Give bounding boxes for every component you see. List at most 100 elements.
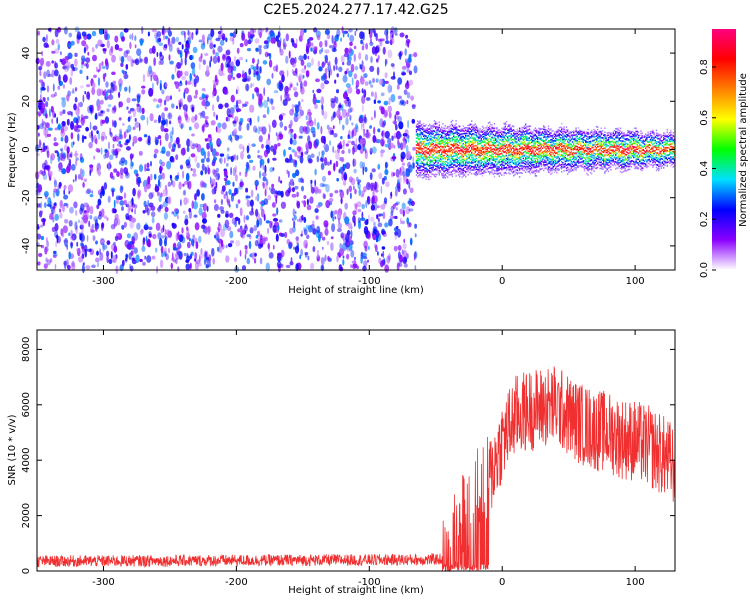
heatmap-noise-cell (391, 135, 394, 141)
heatmap-signal-cell (444, 130, 446, 133)
heatmap-signal-cell (487, 170, 490, 173)
heatmap-signal-cell (527, 132, 529, 135)
heatmap-noise-cell (69, 153, 73, 158)
heatmap-noise-cell (332, 125, 335, 130)
heatmap-noise-cell (211, 161, 216, 167)
heatmap-noise-cell (62, 152, 67, 160)
heatmap-signal-cell (486, 167, 488, 170)
heatmap-noise-cell (391, 34, 394, 38)
heatmap-signal-cell (531, 147, 533, 150)
heatmap-noise-cell (150, 173, 153, 181)
heatmap-noise-cell (212, 168, 216, 175)
heatmap-signal-cell (478, 156, 480, 159)
heatmap-signal-cell (429, 149, 431, 151)
heatmap-signal-cell (498, 138, 500, 141)
heatmap-signal-cell (487, 162, 490, 164)
heatmap-signal-cell (509, 168, 511, 170)
heatmap-signal-cell (419, 172, 421, 174)
heatmap-noise-cell (257, 58, 260, 65)
heatmap-signal-cell (441, 172, 443, 175)
heatmap-signal-cell (510, 126, 512, 129)
heatmap-noise-cell (340, 233, 344, 239)
heatmap-signal-cell (460, 145, 462, 148)
heatmap-signal-cell (528, 154, 530, 156)
heatmap-noise-cell (171, 74, 175, 80)
heatmap-signal-cell (459, 156, 461, 159)
heatmap-noise-cell (384, 264, 390, 273)
heatmap-signal-cell (423, 151, 425, 154)
heatmap-signal-cell (490, 171, 492, 173)
heatmap-noise-cell (159, 237, 163, 247)
heatmap-signal-cell (541, 164, 544, 166)
heatmap-noise-cell (112, 175, 115, 180)
heatmap-signal-cell (508, 135, 510, 137)
heatmap-noise-cell (411, 162, 414, 169)
heatmap-marks (35, 25, 676, 274)
heatmap-signal-cell (461, 173, 463, 175)
heatmap-noise-cell (300, 81, 303, 89)
heatmap-signal-cell (525, 139, 527, 141)
heatmap-signal-cell (449, 174, 451, 176)
heatmap-noise-cell (287, 187, 291, 194)
heatmap-noise-cell (53, 202, 57, 207)
heatmap-noise-cell (349, 34, 355, 43)
heatmap-noise-cell (40, 81, 43, 86)
heatmap-noise-cell (169, 131, 173, 139)
heatmap-signal-cell (438, 159, 440, 162)
heatmap-signal-cell (456, 146, 458, 148)
heatmap-noise-cell (413, 251, 418, 260)
heatmap-noise-cell (264, 164, 267, 174)
heatmap-signal-cell (417, 172, 419, 174)
heatmap-signal-cell (547, 161, 550, 163)
heatmap-noise-cell (342, 109, 347, 118)
heatmap-noise-cell (280, 180, 283, 184)
heatmap-noise-cell (247, 154, 251, 159)
heatmap-signal-cell (543, 128, 545, 131)
heatmap-signal-cell (433, 135, 436, 137)
heatmap-noise-cell (377, 222, 383, 228)
heatmap-noise-cell (123, 50, 129, 58)
heatmap-signal-cell (469, 140, 472, 143)
heatmap-signal-cell (497, 160, 499, 163)
heatmap-noise-cell (273, 143, 278, 150)
heatmap-noise-cell (368, 245, 370, 251)
heatmap-signal-cell (432, 164, 434, 166)
heatmap-noise-cell (292, 86, 297, 91)
heatmap-signal-cell (431, 173, 433, 176)
heatmap-signal-cell (424, 167, 426, 170)
heatmap-noise-cell (136, 93, 142, 99)
heatmap-noise-cell (45, 44, 50, 48)
heatmap-signal-cell (471, 173, 473, 175)
heatmap-signal-cell (468, 127, 470, 129)
heatmap-signal-cell (431, 168, 433, 171)
heatmap-noise-cell (202, 59, 206, 65)
heatmap-noise-cell (95, 138, 98, 145)
heatmap-signal-cell (419, 127, 421, 130)
heatmap-signal-cell (426, 142, 428, 145)
heatmap-signal-cell (531, 152, 533, 155)
heatmap-signal-cell (531, 151, 533, 153)
heatmap-noise-cell (374, 244, 378, 253)
heatmap-noise-cell (257, 125, 261, 135)
heatmap-signal-cell (513, 142, 515, 144)
heatmap-signal-cell (532, 144, 534, 147)
heatmap-signal-cell (439, 160, 442, 163)
heatmap-noise-cell (276, 39, 282, 48)
heatmap-signal-cell (439, 148, 442, 151)
heatmap-signal-cell (492, 144, 494, 146)
heatmap-signal-cell (468, 151, 470, 153)
heatmap-signal-cell (467, 156, 469, 159)
heatmap-noise-cell (43, 71, 47, 79)
heatmap-noise-cell (70, 68, 74, 77)
heatmap-signal-cell (511, 147, 514, 149)
heatmap-noise-cell (78, 232, 83, 236)
heatmap-signal-cell (455, 153, 457, 155)
heatmap-noise-cell (407, 161, 411, 168)
heatmap-noise-cell (402, 243, 407, 250)
heatmap-signal-cell (527, 170, 529, 173)
heatmap-noise-cell (228, 189, 232, 195)
heatmap-noise-cell (351, 260, 357, 264)
heatmap-noise-cell (326, 33, 331, 40)
heatmap-noise-cell (104, 149, 110, 159)
heatmap-signal-cell (442, 162, 444, 164)
